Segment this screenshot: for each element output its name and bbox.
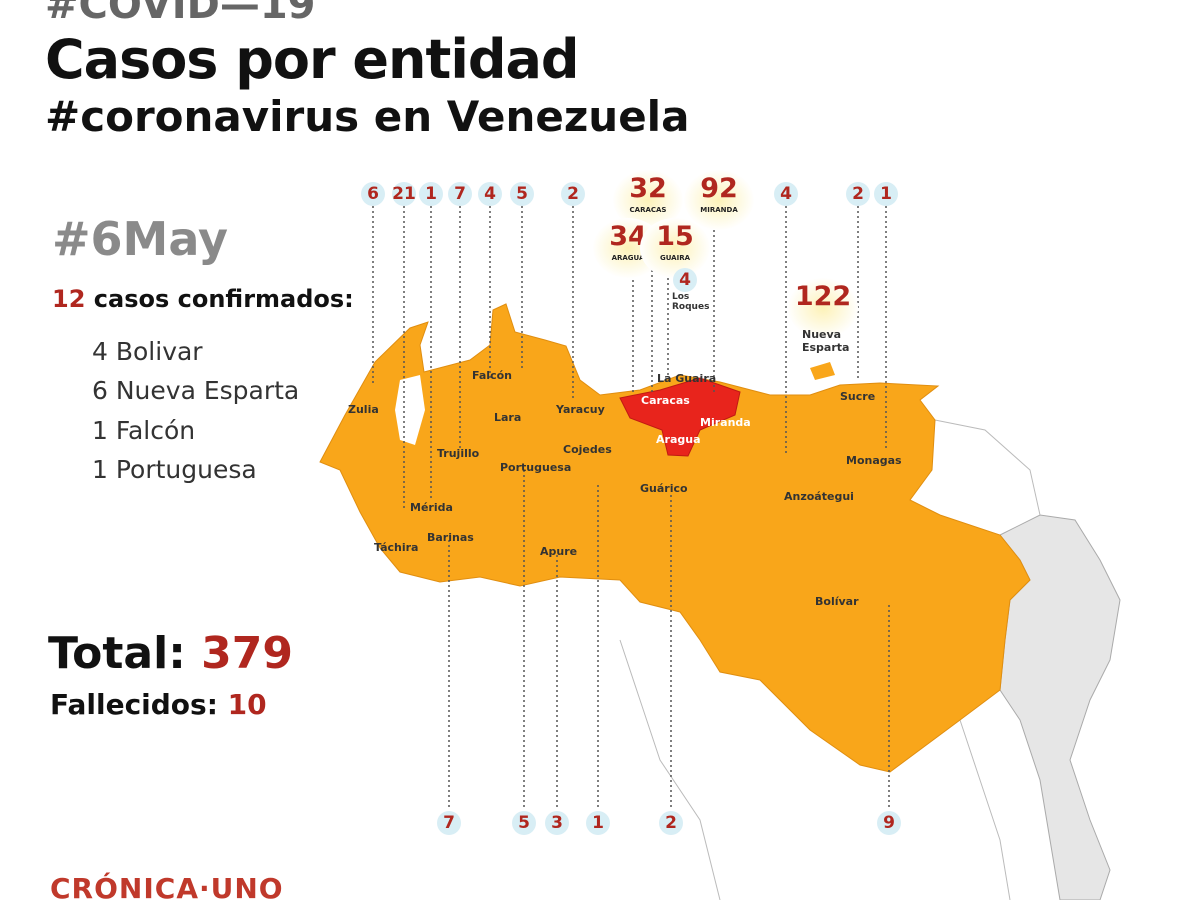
state-label: La Guaira xyxy=(657,372,717,385)
date-label: #6May xyxy=(52,212,228,266)
count-guaira: 15 GUAIRA xyxy=(640,218,710,278)
confirmed-count: 12 xyxy=(52,285,86,313)
count-nueva-esparta: 122 xyxy=(788,278,858,338)
count-falcon: 4 xyxy=(478,182,502,206)
count-portuguesa: 5 xyxy=(512,811,536,835)
state-label: Aragua xyxy=(656,433,701,446)
state-label: Apure xyxy=(540,545,578,558)
state-label: Caracas xyxy=(641,394,690,407)
state-label: Monagas xyxy=(846,454,902,467)
state-label: Táchira xyxy=(374,541,419,554)
neighbor-border xyxy=(619,419,1041,900)
state-label: Bolívar xyxy=(815,595,859,608)
count-bolivar: 9 xyxy=(877,811,901,835)
count-los-roques: 4 xyxy=(673,268,697,292)
state-label: Barinas xyxy=(427,531,474,544)
page-title: Casos por entidad xyxy=(45,28,580,91)
count-tachira: 21 xyxy=(392,182,416,206)
label-nueva-esparta: Nueva Esparta xyxy=(802,328,850,354)
state-label: Trujillo xyxy=(437,447,480,460)
state-label: Sucre xyxy=(840,390,876,403)
deaths-value: 10 xyxy=(227,688,267,721)
venezuela-states xyxy=(319,303,1031,773)
page-subtitle: #coronavirus en Venezuela xyxy=(45,92,690,141)
capital-region xyxy=(619,377,741,457)
state-label: Cojedes xyxy=(563,443,612,456)
breakdown-item: 1 Falcón xyxy=(92,416,196,445)
count-cojedes: 1 xyxy=(586,811,610,835)
count-zulia: 6 xyxy=(361,182,385,206)
state-label: Mérida xyxy=(410,501,453,514)
count-lara: 5 xyxy=(510,182,534,206)
nueva-esparta-island xyxy=(810,362,835,380)
breakdown-item: 6 Nueva Esparta xyxy=(92,376,300,405)
breakdown-item: 1 Portuguesa xyxy=(92,455,257,484)
total-label: Total: xyxy=(48,628,186,679)
total-cases: Total: 379 xyxy=(48,628,293,679)
count-merida: 1 xyxy=(419,182,443,206)
count-yaracuy: 2 xyxy=(561,182,585,206)
state-label: Yaracuy xyxy=(556,403,605,416)
state-label: Portuguesa xyxy=(500,461,572,474)
label-los-roques: Los Roques xyxy=(672,292,710,312)
lake-maracaibo xyxy=(395,375,425,445)
confirmed-cases: 12 casos confirmados: xyxy=(52,285,354,313)
count-trujillo: 7 xyxy=(448,182,472,206)
count-barinas: 7 xyxy=(437,811,461,835)
confirmed-label: casos confirmados: xyxy=(93,285,354,313)
breakdown-item: 4 Bolivar xyxy=(92,337,203,366)
state-label: Zulia xyxy=(348,403,379,416)
count-sucre: 2 xyxy=(846,182,870,206)
dotted-leader-lines xyxy=(372,206,890,810)
count-monagas: 1 xyxy=(874,182,898,206)
count-anzoategui: 4 xyxy=(774,182,798,206)
state-label: Lara xyxy=(494,411,522,424)
count-miranda: 92 MIRANDA xyxy=(684,170,754,230)
count-apure: 3 xyxy=(545,811,569,835)
deaths: Fallecidos: 10 xyxy=(50,688,267,721)
deaths-label: Fallecidos: xyxy=(50,688,218,721)
count-guarico: 2 xyxy=(659,811,683,835)
state-label: Falcón xyxy=(472,369,512,382)
total-value: 379 xyxy=(201,628,293,679)
state-label: Anzoátegui xyxy=(784,490,854,503)
state-label: Miranda xyxy=(700,416,751,429)
kicker-hashtag: #COVID—19 xyxy=(45,0,316,28)
state-label: Guárico xyxy=(640,482,688,495)
